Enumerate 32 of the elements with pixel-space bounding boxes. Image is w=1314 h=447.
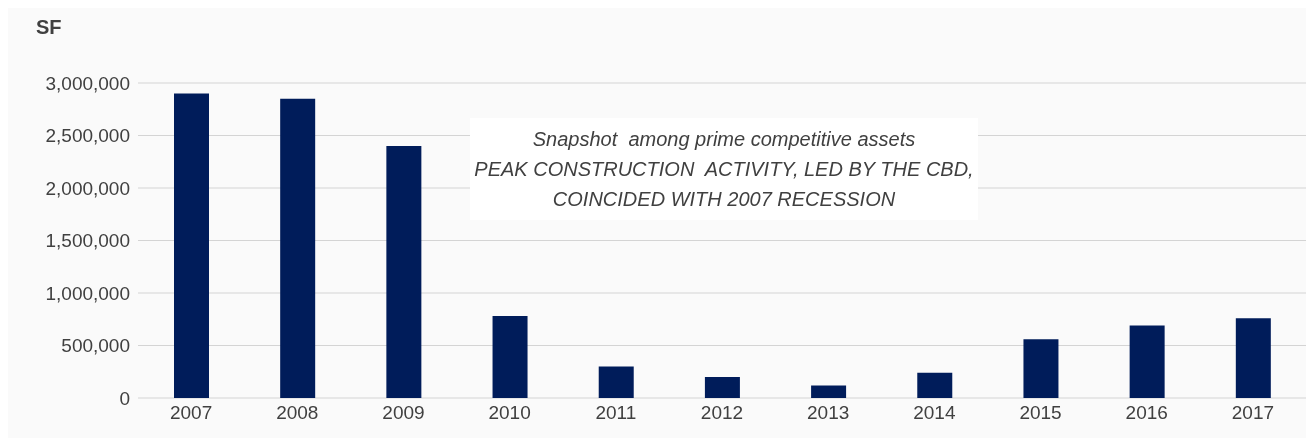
bar — [704, 377, 740, 398]
y-tick-label: 1,500,000 — [45, 230, 130, 252]
y-tick-label: 3,000,000 — [45, 72, 130, 94]
bar — [280, 98, 316, 398]
bar — [811, 385, 847, 398]
x-tick-label: 2007 — [169, 402, 213, 424]
bar — [917, 372, 953, 398]
bar — [598, 366, 634, 398]
y-tick-label: 0 — [119, 387, 130, 409]
bar — [386, 146, 422, 398]
x-tick-label: 2015 — [1019, 402, 1062, 424]
x-tick-label: 2013 — [807, 402, 850, 424]
x-tick-label: 2016 — [1125, 402, 1168, 424]
x-tick-label: 2017 — [1231, 402, 1275, 424]
y-tick-label: 2,500,000 — [45, 125, 130, 147]
x-tick-label: 2011 — [595, 402, 637, 424]
bar — [1235, 318, 1271, 398]
bar — [174, 93, 209, 398]
x-tick-label: 2012 — [700, 402, 744, 424]
y-tick-label: 500,000 — [61, 335, 130, 357]
bar — [1023, 339, 1059, 398]
bar — [492, 316, 528, 398]
x-tick-label: 2014 — [913, 402, 956, 424]
y-axis-title: SF — [36, 16, 62, 39]
annotation: Snapshot among prime competitive assets — [531, 127, 917, 152]
y-tick-label: 2,000,000 — [45, 177, 130, 199]
x-tick-label: 2009 — [382, 402, 425, 424]
bar — [1129, 325, 1165, 398]
annotation: PEAK CONSTRUCTION ACTIVITY, LED BY THE CBD, COINCIDED WITH 2007 RECESSION — [474, 157, 974, 212]
x-tick-label: 2010 — [488, 402, 531, 424]
x-tick-label: 2008 — [276, 402, 319, 424]
y-tick-label: 1,000,000 — [45, 282, 130, 304]
